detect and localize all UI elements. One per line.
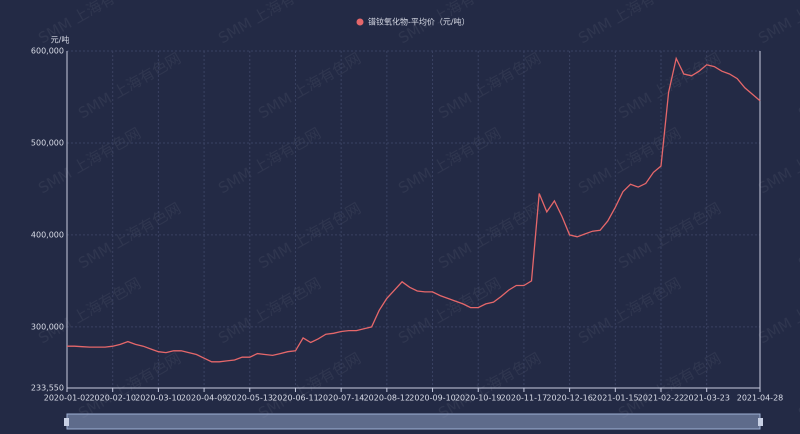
watermark: SMM 上海有色网 [575, 124, 684, 197]
y-tick-label: 500,000 [31, 138, 64, 147]
x-tick-label: 2020-02-10 [89, 394, 136, 403]
watermark: SMM 上海有色网 [795, 199, 800, 272]
watermark: SMM 上海有色网 [615, 199, 724, 272]
x-tick-label: 2020-10-19 [455, 394, 502, 403]
watermark: SMM 上海有色网 [435, 49, 544, 122]
watermark: SMM 上海有色网 [35, 124, 144, 197]
legend-marker [356, 18, 364, 26]
watermark: SMM 上海有色网 [615, 349, 724, 422]
x-tick-label: 2020-12-16 [546, 394, 593, 403]
watermarks: SMM 上海有色网 SMM 上海有色网 SMM 上海有色网 SMM 上海有色网 SMM … [35, 0, 800, 422]
y-unit: 元/吨 [51, 35, 70, 45]
watermark: SMM 上海有色网 [755, 124, 800, 197]
watermark: SMM 上海有色网 [215, 124, 324, 197]
y-tick-label: 400,000 [31, 230, 64, 239]
x-tick-label: 2021-04-28 [737, 394, 784, 403]
x-tick-label: 2020-07-14 [318, 394, 365, 403]
x-tick-label: 2020-06-11 [272, 394, 319, 403]
x-tick-label: 2021-03-23 [683, 394, 730, 403]
watermark: SMM 上海有色网 [255, 349, 364, 422]
watermark: SMM 上海有色网 [395, 124, 504, 197]
zoom-slider[interactable] [66, 413, 761, 430]
watermark: SMM 上海有色网 [575, 0, 684, 47]
x-tick-label: 2020-04-09 [181, 394, 228, 403]
watermark: SMM 上海有色网 [35, 274, 144, 347]
y-tick-label: 600,000 [31, 47, 64, 56]
x-tick-label: 2020-11-17 [501, 394, 548, 403]
watermark: SMM 上海有色网 [435, 349, 544, 422]
watermark: SMM 上海有色网 [255, 199, 364, 272]
x-tick-label: 2021-01-15 [592, 394, 639, 403]
watermark: SMM 上海有色网 [75, 349, 184, 422]
watermark: SMM 上海有色网 [75, 49, 184, 122]
watermark: SMM 上海有色网 [215, 274, 324, 347]
x-tick-label: 2020-08-12 [364, 394, 411, 403]
x-tick-label: 2021-02-22 [638, 394, 685, 403]
watermark: SMM 上海有色网 [575, 274, 684, 347]
watermark: SMM 上海有色网 [75, 199, 184, 272]
x-tick-label: 2020-09-10 [409, 394, 456, 403]
x-tick-label: 2020-05-13 [227, 394, 274, 403]
watermark: SMM 上海有色网 [795, 49, 800, 122]
y-tick-label: 233,550 [31, 384, 64, 393]
zoom-handle[interactable] [758, 418, 763, 426]
watermark: SMM 上海有色网 [795, 349, 800, 422]
series-line [67, 56, 761, 363]
x-tick-label: 2020-01-02 [44, 394, 91, 403]
legend-label: 镨钕氧化物-平均价（元/吨） [368, 17, 470, 27]
zoom-handle[interactable] [64, 418, 69, 426]
y-tick-label: 300,000 [31, 322, 64, 331]
watermark: SMM 上海有色网 [215, 0, 324, 47]
watermark: SMM 上海有色网 [435, 199, 544, 272]
watermark: SMM 上海有色网 [755, 274, 800, 347]
watermark: SMM 上海有色网 [395, 274, 504, 347]
watermark: SMM 上海有色网 [755, 0, 800, 47]
x-tick-label: 2020-03-10 [135, 394, 182, 403]
watermark: SMM 上海有色网 [255, 49, 364, 122]
